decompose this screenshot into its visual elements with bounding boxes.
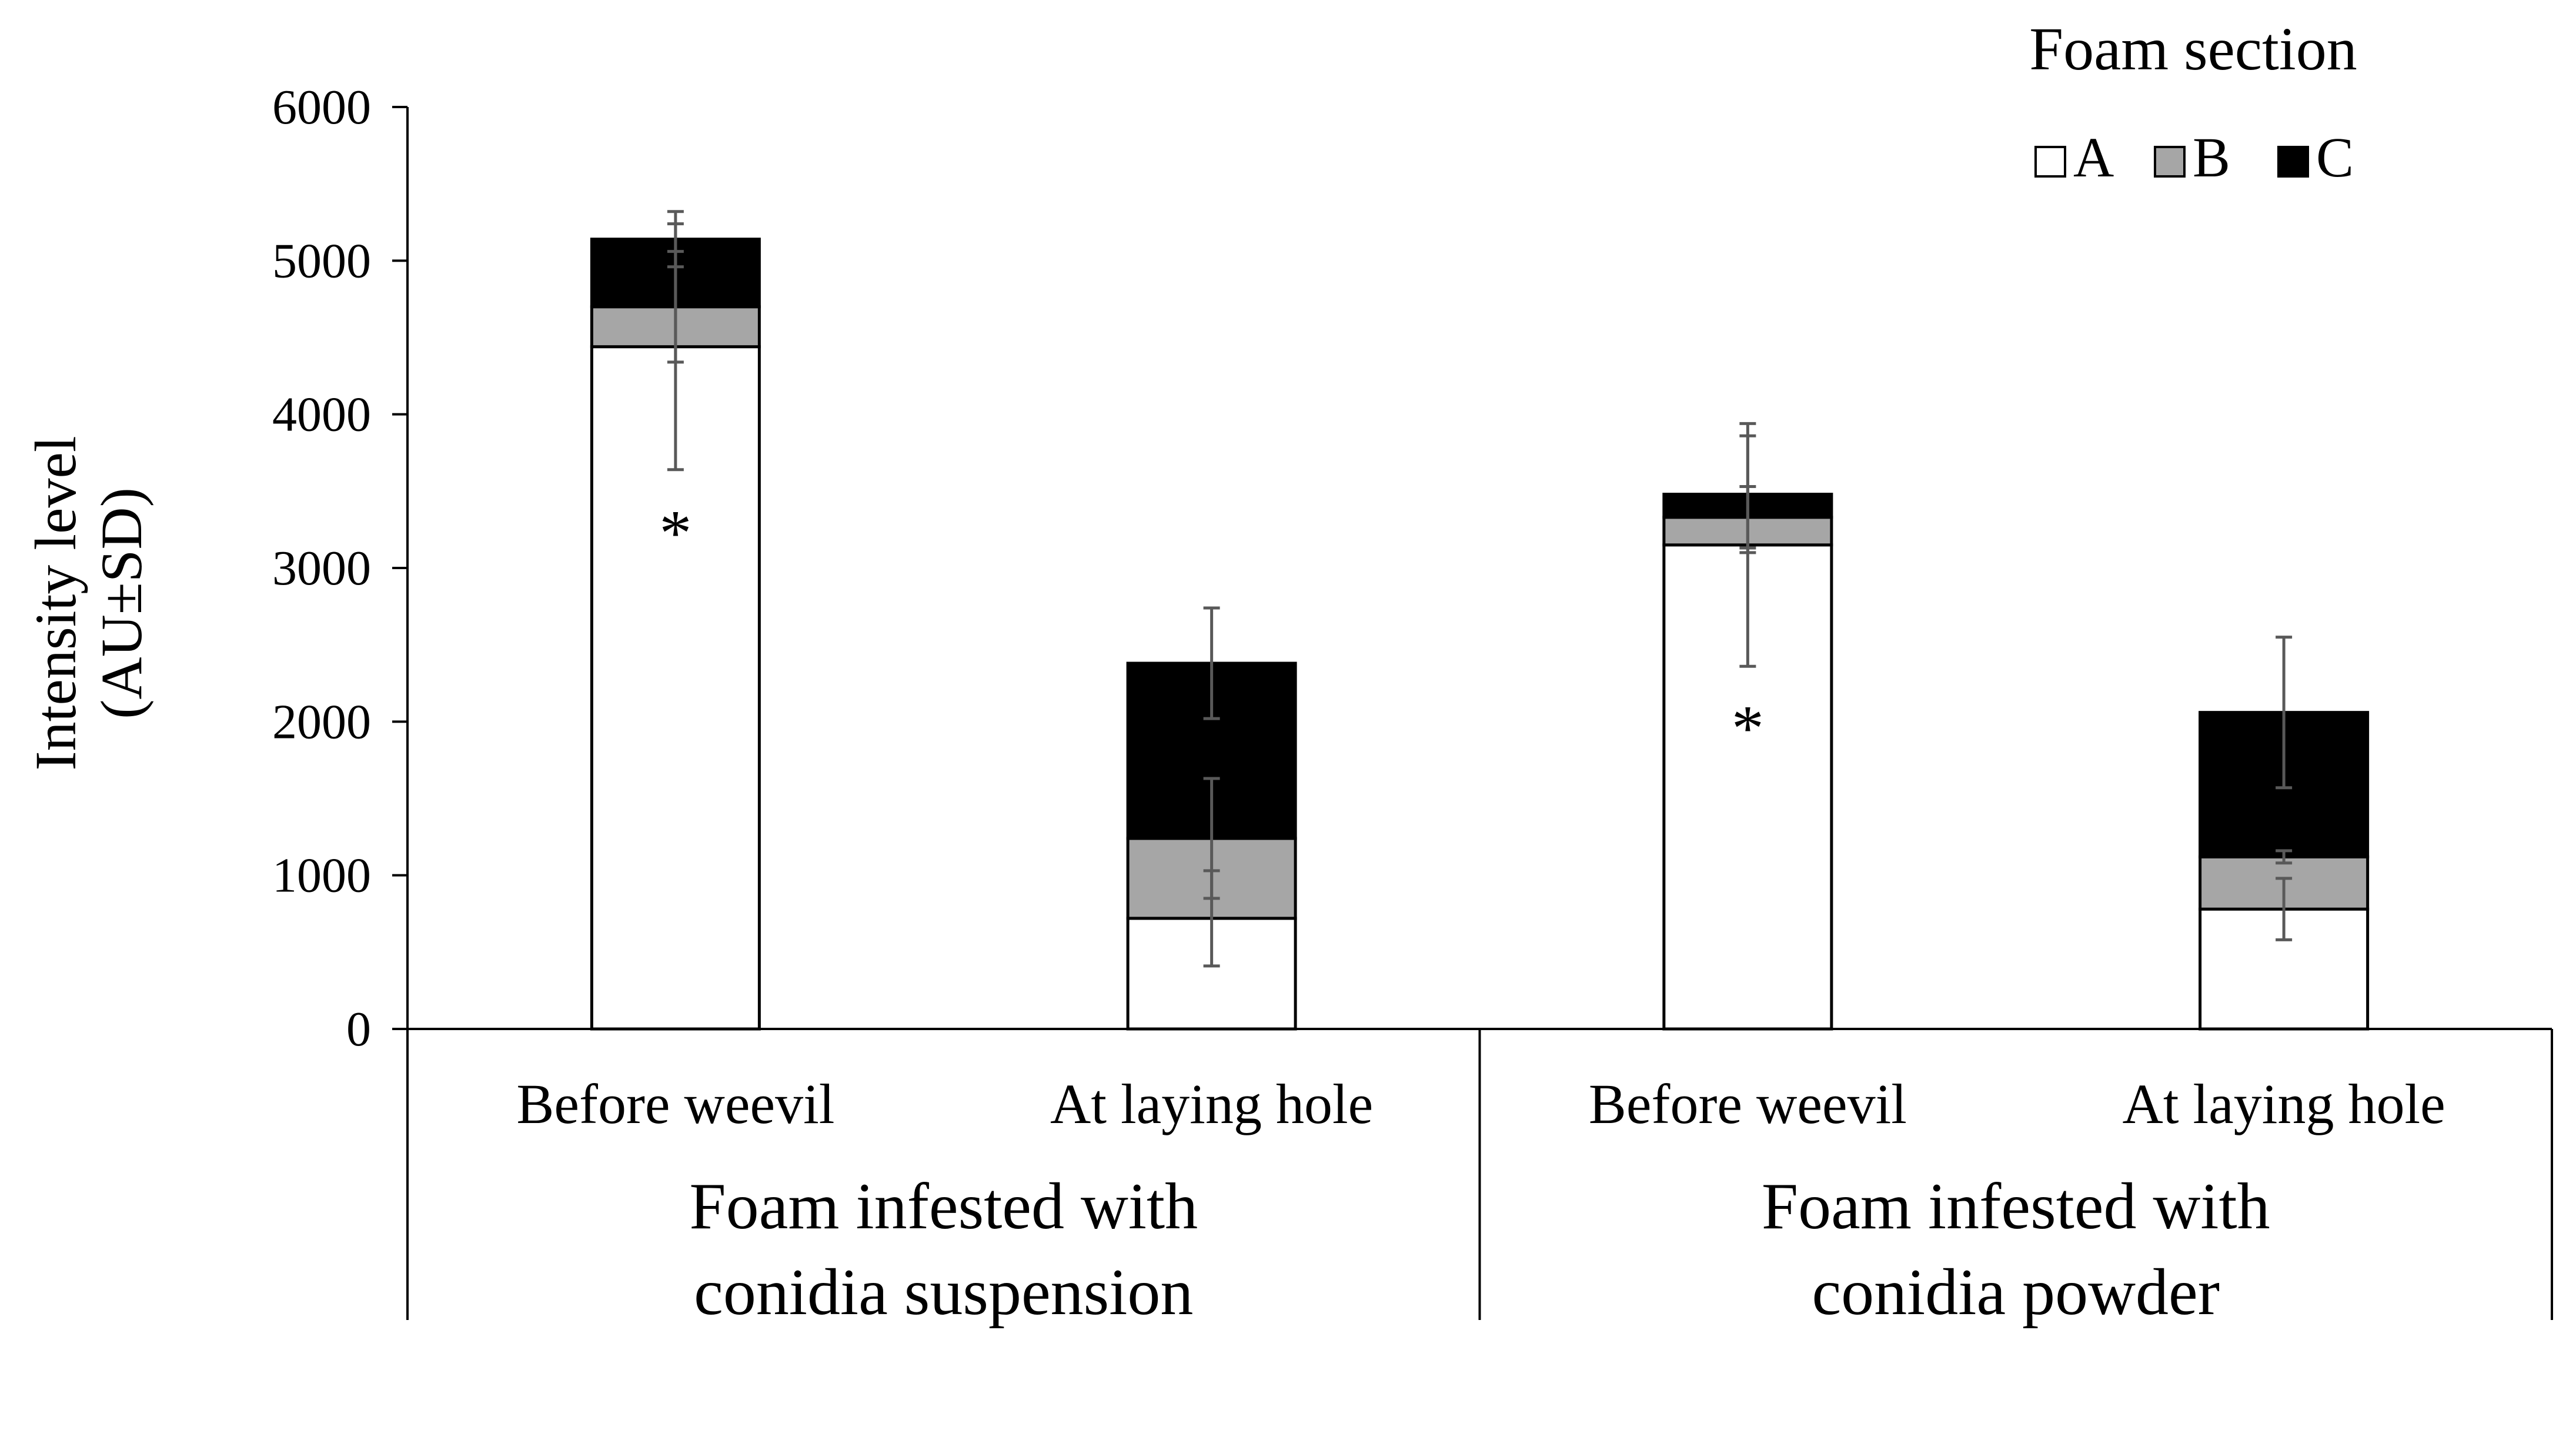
legend-swatch-b: [2154, 146, 2186, 178]
x-axis: [406, 1028, 2553, 1320]
legend-swatch-c: [2277, 146, 2309, 178]
legend-label: A: [2073, 126, 2114, 189]
annotations: **: [659, 497, 1764, 764]
y-tick-label: 2000: [272, 694, 371, 749]
x-group-label-line: conidia powder: [1812, 1256, 2220, 1329]
y-tick-label: 4000: [272, 387, 371, 442]
legend-title: Foam section: [2029, 15, 2357, 83]
y-axis-label-line: Intensity level: [23, 436, 88, 770]
x-group-labels: Foam infested with conidia suspensionFoam…: [689, 1170, 2270, 1329]
y-tick-label: 5000: [272, 233, 371, 288]
legend-swatch-a: [2034, 146, 2066, 178]
x-category-label: At laying hole: [2123, 1072, 2445, 1135]
y-tick-label: 6000: [272, 80, 371, 135]
x-group-label-line: conidia suspension: [694, 1256, 1193, 1329]
significance-marker: *: [659, 497, 691, 569]
y-axis: [392, 106, 409, 1030]
y-axis-title: Intensity level(AU±SD): [23, 436, 154, 770]
x-group-label-line: Foam infested with: [689, 1170, 1198, 1243]
x-category-label: At laying hole: [1050, 1072, 1373, 1135]
legend-label: B: [2193, 126, 2230, 189]
x-category-labels: Before weevil At laying hole Before weevil…: [516, 1072, 2445, 1135]
x-group-label-line: Foam infested with: [1762, 1170, 2270, 1243]
significance-marker: *: [1732, 693, 1764, 764]
y-tick-label: 0: [346, 1002, 371, 1057]
bar-stacks: [590, 238, 2370, 1031]
x-group-label: Foam infested with conidia powder: [1762, 1170, 2270, 1329]
legend-label: C: [2316, 126, 2354, 189]
y-axis-label: Intensity level(AU±SD): [23, 436, 154, 770]
y-tick-label: 1000: [272, 848, 371, 903]
legend: Foam section A B C: [2029, 15, 2357, 189]
x-category-label: Before weevil: [516, 1072, 834, 1135]
error-bars: [667, 210, 2293, 968]
y-tick-labels: 0 1000 2000 3000 4000 5000 6000: [272, 80, 371, 1057]
x-category-label: Before weevil: [1589, 1072, 1907, 1135]
y-tick-label: 3000: [272, 541, 371, 596]
x-group-label: Foam infested with conidia suspension: [689, 1170, 1198, 1329]
y-axis-label-line: (AU±SD): [89, 487, 154, 719]
